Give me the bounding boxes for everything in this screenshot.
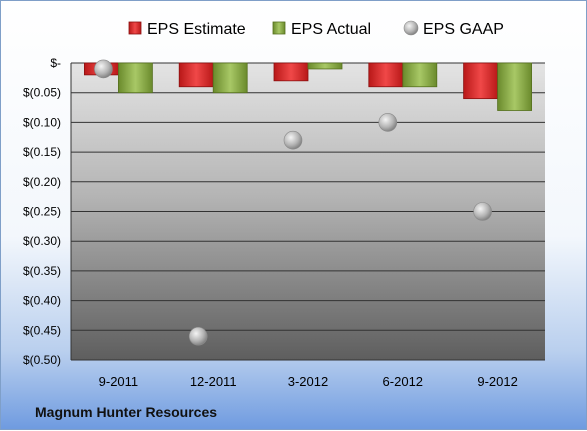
x-category-label: 12-2011 <box>190 374 237 389</box>
eps-gaap-point <box>378 113 398 132</box>
legend-swatch-actual <box>272 21 286 35</box>
y-axis: $- $(0.05) $(0.10) $(0.15) $(0.20) $(0.25) $(0… <box>23 56 72 367</box>
y-tick-label: $(0.45) <box>23 323 61 337</box>
x-axis: 9-2011 12-2011 3-2012 6-2012 9-2012 <box>99 374 518 389</box>
eps-actual-bar <box>402 62 438 88</box>
eps-actual-bar <box>118 62 153 94</box>
y-tick-label: $- <box>50 56 61 70</box>
y-tick-label: $(0.20) <box>23 175 61 189</box>
x-category-label: 9-2012 <box>477 374 517 389</box>
y-tick-label: $(0.15) <box>23 145 61 159</box>
eps-gaap-point <box>473 202 492 221</box>
eps-gaap-point <box>94 59 113 79</box>
y-tick-label: $(0.50) <box>23 353 61 367</box>
x-category-label: 6-2012 <box>383 374 423 389</box>
legend-swatch-gaap <box>403 20 419 36</box>
eps-estimate-bar <box>273 62 309 82</box>
y-tick-label: $(0.30) <box>23 234 61 248</box>
eps-gaap-point <box>283 130 303 150</box>
legend-label-actual: EPS Actual <box>291 21 371 38</box>
y-tick-label: $(0.25) <box>23 205 61 219</box>
y-tick-label: $(0.10) <box>23 115 61 129</box>
legend-swatch-estimate <box>128 21 142 35</box>
legend-label-estimate: EPS Estimate <box>147 21 246 38</box>
gaap-points <box>94 59 492 346</box>
legend: EPS Estimate EPS Actual EPS GAAP <box>128 20 504 38</box>
eps-actual-bar <box>212 62 248 94</box>
eps-estimate-bar <box>178 62 214 88</box>
gridlines <box>71 62 545 361</box>
eps-gaap-point <box>188 326 208 346</box>
eps-estimate-bar <box>463 62 499 100</box>
x-category-label: 9-2011 <box>99 374 139 389</box>
bars <box>84 62 533 111</box>
x-category-label: 3-2012 <box>288 374 328 389</box>
eps-actual-bar <box>497 62 533 111</box>
y-tick-label: $(0.05) <box>23 86 61 100</box>
eps-estimate-bar <box>368 62 404 88</box>
eps-actual-bar <box>307 62 343 70</box>
legend-label-gaap: EPS GAAP <box>423 21 504 38</box>
y-tick-label: $(0.40) <box>23 294 61 308</box>
company-label: Magnum Hunter Resources <box>35 404 217 420</box>
y-tick-label: $(0.35) <box>23 264 61 278</box>
